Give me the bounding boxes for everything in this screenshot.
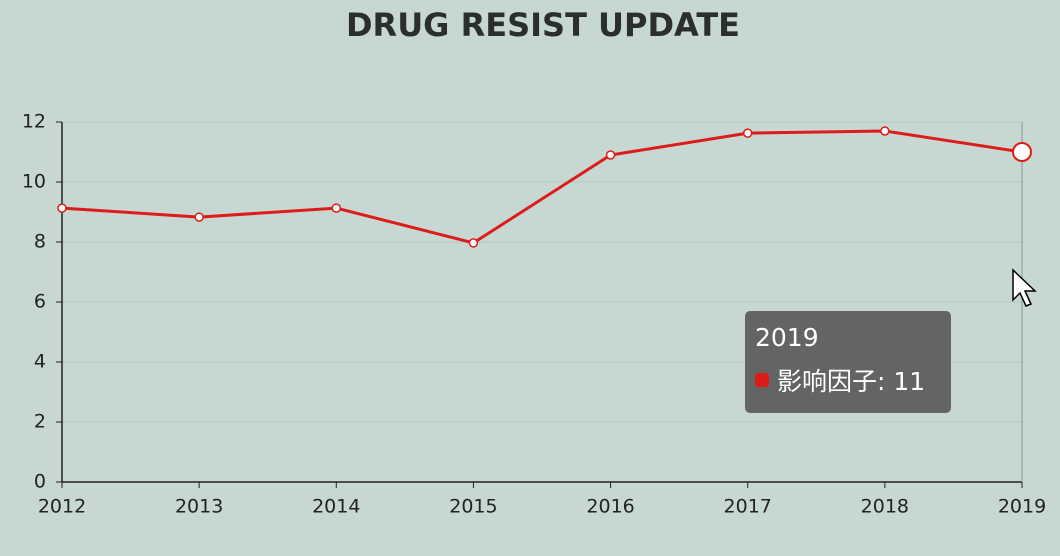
- y-tick-label: 10: [22, 171, 46, 193]
- y-tick-label: 12: [22, 111, 46, 133]
- tooltip-marker: [755, 373, 769, 387]
- point: [742, 128, 753, 138]
- x-tick-label: 2018: [861, 496, 909, 518]
- point: [880, 126, 890, 136]
- x-tick-label: 2014: [312, 496, 360, 518]
- point: [1012, 142, 1032, 162]
- tooltip-title: 2019: [755, 323, 819, 352]
- y-tick-label: 6: [34, 291, 46, 313]
- point: [605, 150, 616, 160]
- tooltip: 2019 影响因子: 11: [745, 311, 951, 413]
- point: [331, 203, 342, 213]
- tooltip-series-name: 影响因子: [777, 367, 878, 396]
- x-tick-label: 2019: [998, 496, 1046, 518]
- point: [468, 238, 479, 248]
- x-tick-label: 2015: [449, 496, 497, 518]
- cursor: [1012, 268, 1037, 307]
- tooltip-row: 影响因子: 11: [755, 362, 941, 398]
- tooltip-value: 11: [893, 367, 926, 396]
- y-tick-label: 8: [34, 231, 46, 253]
- x-tick-label: 2012: [38, 496, 86, 518]
- point: [57, 203, 67, 213]
- line: [61, 129, 1023, 245]
- x-tick-label: 2017: [724, 496, 772, 518]
- x-tick-label: 2016: [586, 496, 634, 518]
- x-tick-label: 2013: [175, 496, 223, 518]
- point: [194, 212, 204, 222]
- chart-title: DRUG RESIST UPDATE: [346, 6, 740, 44]
- y-tick-label: 2: [34, 411, 46, 433]
- y-tick-label: 4: [34, 351, 46, 373]
- y-tick-label: 0: [34, 471, 46, 493]
